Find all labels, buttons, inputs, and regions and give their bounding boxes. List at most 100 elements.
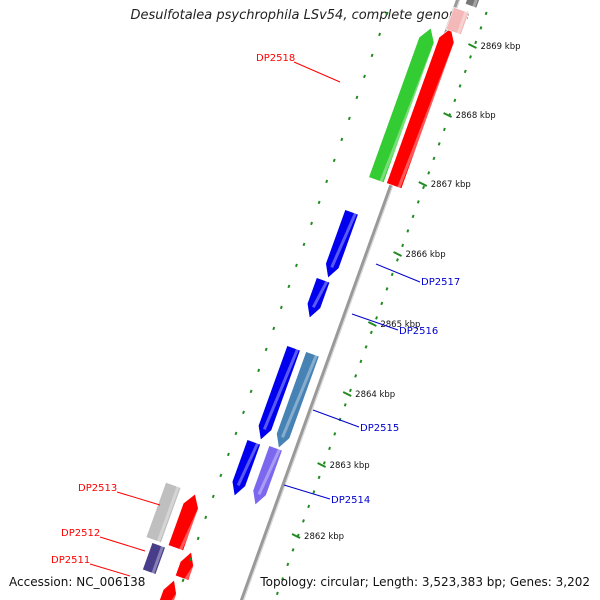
left-tick-lane-dash	[264, 347, 268, 352]
gene-dp2517-reverse	[325, 209, 359, 279]
right-tick-lane-dash	[411, 214, 415, 219]
gene-pink-forward	[445, 6, 470, 36]
left-tick-lane-dash	[363, 74, 366, 79]
right-tick-lane-dash	[349, 388, 352, 393]
right-tick-lane-dash	[322, 461, 326, 465]
left-tick-lane-dash	[332, 158, 336, 163]
scale-tick-4	[367, 321, 377, 327]
label-dp2515: DP2515	[360, 423, 399, 434]
scale-label-4: 2865 kbp	[380, 320, 420, 330]
right-tick-lane-dash	[380, 301, 384, 306]
label-dp2513-leader	[116, 491, 161, 506]
right-tick-lane-dash	[281, 577, 285, 581]
scale-tick-2	[418, 181, 428, 187]
gene-pink-forward-shine	[456, 11, 468, 35]
left-tick-lane-dash	[302, 242, 306, 247]
label-dp2511: DP2511	[51, 555, 90, 566]
left-tick-lane-dash	[189, 557, 193, 562]
tick-layer	[181, 11, 488, 596]
label-dp2516-leader	[351, 313, 399, 331]
left-tick-lane-dash	[249, 389, 253, 394]
map-title: Desulfotalea psychrophila LSv54, complet…	[130, 8, 470, 23]
right-tick-lane-dash	[333, 432, 337, 436]
right-tick-lane-dash	[406, 229, 410, 233]
right-tick-lane-dash	[474, 40, 478, 45]
right-tick-lane-dash	[442, 127, 446, 132]
left-tick-lane-dash	[181, 578, 185, 583]
right-tick-lane-dash	[401, 243, 405, 248]
right-tick-lane-dash	[328, 446, 332, 451]
right-tick-lane-dash	[385, 287, 389, 291]
left-tick-lane-dash	[340, 137, 344, 142]
scale-tick-0	[467, 43, 477, 49]
label-dp2517-leader	[375, 263, 421, 283]
gene-dp2514-slate	[252, 445, 283, 506]
right-tick-lane-dash	[469, 55, 472, 59]
left-tick-lane-dash	[234, 431, 238, 436]
label-dp2514-leader	[283, 484, 331, 500]
scale-label-7: 2862 kbp	[304, 532, 344, 542]
left-tick-lane-dash	[272, 326, 276, 331]
right-tick-lane-dash	[286, 562, 290, 567]
gene-dp2514-reverse-shine	[236, 442, 260, 486]
left-tick-lane-dash	[219, 473, 223, 478]
label-dp2517: DP2517	[421, 277, 460, 288]
scale-label-3: 2866 kbp	[406, 250, 446, 260]
gene-dp2513-forward-shine	[179, 507, 202, 551]
left-tick-lane-dash	[211, 494, 215, 499]
gene-dp2515-steel	[276, 351, 320, 449]
right-tick-lane-dash	[458, 84, 462, 88]
scale-tick-6	[317, 462, 327, 468]
gene-dp2518-forward-shine	[397, 41, 458, 189]
left-tick-lane-dash	[385, 11, 389, 16]
left-tick-lane-dash	[242, 410, 245, 415]
left-tick-lane-dash	[287, 284, 291, 289]
gene-dp2516-reverse-shine	[311, 280, 329, 309]
scale-label-1: 2868 kbp	[456, 111, 496, 121]
gene-dp2518-rna-shine	[379, 41, 438, 183]
right-tick-lane-dash	[312, 490, 316, 494]
right-tick-lane-dash	[317, 475, 321, 480]
gene-grey-top	[464, 0, 480, 9]
left-tick-lane-dash	[347, 116, 351, 121]
right-tick-lane-dash	[422, 185, 425, 190]
label-dp2516: DP2516	[399, 326, 438, 337]
right-tick-lane-dash	[369, 330, 373, 335]
gene-dp2513-grey	[145, 481, 182, 544]
left-tick-lane-dash	[204, 515, 208, 520]
label-dp2512-leader	[99, 536, 146, 552]
gene-dp2514-reverse	[231, 439, 261, 497]
right-tick-lane-dash	[395, 258, 399, 262]
gene-layer	[142, 0, 480, 600]
left-tick-lane-dash	[325, 179, 329, 184]
gene-dp2513-forward	[167, 493, 199, 552]
gene-dp2515-steel-shine	[281, 354, 318, 438]
right-tick-lane-dash	[463, 69, 467, 74]
gene-dp2512-slate	[142, 542, 166, 575]
right-tick-lane-dash	[302, 519, 305, 523]
left-tick-lane-dash	[370, 53, 374, 58]
label-dp2518: DP2518	[256, 53, 295, 64]
right-tick-lane-dash	[479, 26, 483, 30]
left-tick-lane-dash	[317, 200, 321, 205]
gene-dp2511-forward	[159, 579, 177, 600]
left-tick-lane-dash	[295, 263, 298, 268]
accession-text: Accession: NC_006138	[9, 575, 146, 589]
right-tick-lane-dash	[427, 171, 431, 175]
label-dp2513: DP2513	[78, 483, 117, 494]
scale-label-0: 2869 kbp	[480, 42, 520, 52]
right-tick-lane-dash	[364, 345, 368, 349]
right-tick-lane-dash	[484, 11, 488, 16]
gene-dp2514-slate-shine	[257, 448, 281, 495]
scale-label-5: 2864 kbp	[355, 390, 395, 400]
gene-dp2517-reverse-shine	[330, 212, 357, 268]
label-dp2512: DP2512	[61, 528, 100, 539]
label-dp2514: DP2514	[331, 495, 370, 506]
scale-label-6: 2863 kbp	[330, 461, 370, 471]
topology-text: Topology: circular; Length: 3,523,383 bp…	[260, 575, 590, 589]
right-tick-lane-dash	[354, 374, 358, 378]
gene-dp2515-reverse-shine	[262, 348, 299, 430]
right-tick-lane-dash	[307, 504, 311, 509]
scale-tick-7	[291, 533, 301, 539]
